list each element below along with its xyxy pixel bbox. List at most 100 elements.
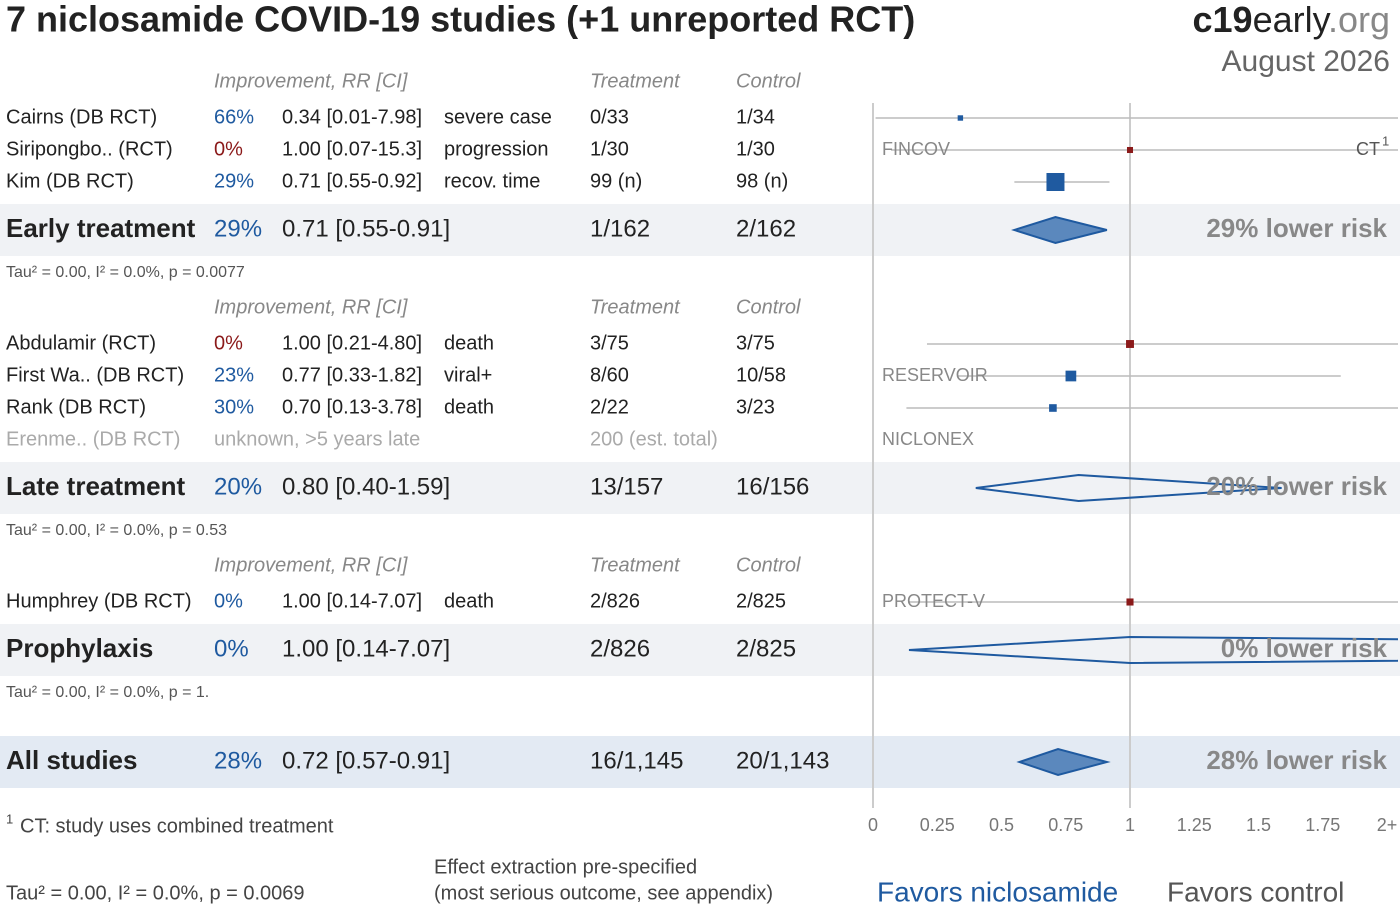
- note-mark: 1: [1382, 133, 1389, 148]
- study-control: 1/30: [736, 138, 775, 160]
- study-treatment: 200 (est. total): [590, 428, 718, 450]
- study-outcome: death: [444, 396, 494, 418]
- study-improvement: 0%: [214, 138, 243, 160]
- study-improvement: 29%: [214, 170, 254, 192]
- method-note: (most serious outcome, see appendix): [434, 882, 773, 904]
- study-improvement: 66%: [214, 106, 254, 128]
- study-outcome: death: [444, 590, 494, 612]
- summary-diamond: [908, 635, 1398, 665]
- trial-name: PROTECT-V: [882, 591, 985, 611]
- summary-rr: 0.71 [0.55-0.91]: [282, 215, 450, 242]
- summary-rr: 0.80 [0.40-1.59]: [282, 473, 450, 500]
- column-header: Treatment: [590, 296, 681, 318]
- study-control: 10/58: [736, 364, 786, 386]
- study-name: Humphrey (DB RCT): [6, 590, 192, 612]
- column-header: Control: [736, 296, 801, 318]
- summary-band: [0, 204, 1400, 256]
- x-tick-label: 0: [868, 815, 878, 835]
- summary-name: Early treatment: [6, 213, 196, 243]
- x-tick-label: 0.25: [920, 815, 955, 835]
- summary-improvement: 20%: [214, 473, 262, 500]
- overall-stats: Tau² = 0.00, I² = 0.0%, p = 0.0069: [6, 882, 305, 904]
- summary-treatment: 16/1,145: [590, 747, 683, 774]
- study-treatment: 2/22: [590, 396, 629, 418]
- study-improvement: 23%: [214, 364, 254, 386]
- summary-improvement: 0%: [214, 635, 249, 662]
- study-outcome: recov. time: [444, 170, 540, 192]
- x-tick-label: 1.25: [1177, 815, 1212, 835]
- study-treatment: 8/60: [590, 364, 629, 386]
- summary-band: [0, 462, 1400, 514]
- risk-label: 29% lower risk: [1206, 213, 1387, 243]
- summary-band: [0, 624, 1400, 676]
- bands: [0, 204, 1400, 788]
- x-tick-label: 1: [1125, 815, 1135, 835]
- method-note: Effect extraction pre-specified: [434, 856, 697, 878]
- study-control: 1/34: [736, 106, 775, 128]
- summary-band: [0, 736, 1400, 788]
- effect-square: [1126, 598, 1134, 606]
- study-control: 98 (n): [736, 170, 788, 192]
- study-control: 3/75: [736, 332, 775, 354]
- summary-name: Late treatment: [6, 471, 185, 501]
- trial-name: NICLONEX: [882, 429, 974, 449]
- column-header: Treatment: [590, 70, 681, 92]
- heterogeneity-stats: Tau² = 0.00, I² = 0.0%, p = 0.53: [6, 522, 227, 539]
- study-treatment: 3/75: [590, 332, 629, 354]
- column-header: Improvement, RR [CI]: [214, 70, 408, 92]
- summary-treatment: 2/826: [590, 635, 650, 662]
- trial-name: FINCOV: [882, 139, 950, 159]
- study-name: Cairns (DB RCT): [6, 106, 157, 128]
- study-name: First Wa.. (DB RCT): [6, 364, 184, 386]
- x-tick-label: 0.75: [1048, 815, 1083, 835]
- x-tick-label: 1.5: [1246, 815, 1271, 835]
- summary-name: All studies: [6, 745, 137, 775]
- study-rr: 1.00 [0.21-4.80]: [282, 332, 422, 354]
- brand-part: c19: [1193, 0, 1253, 40]
- summary-control: 20/1,143: [736, 747, 829, 774]
- brand-part: .org: [1328, 0, 1390, 40]
- study-outcome: death: [444, 332, 494, 354]
- study-rr: 0.77 [0.33-1.82]: [282, 364, 422, 386]
- study-rr: 0.34 [0.01-7.98]: [282, 106, 422, 128]
- summary-control: 2/825: [736, 635, 796, 662]
- study-rr: 0.70 [0.13-3.78]: [282, 396, 422, 418]
- plot-area: [875, 115, 1398, 777]
- study-name: Abdulamir (RCT): [6, 332, 156, 354]
- effect-square: [1049, 404, 1057, 412]
- x-tick-label: 2+: [1377, 815, 1398, 835]
- summary-diamond: [1016, 747, 1111, 777]
- study-treatment: 99 (n): [590, 170, 642, 192]
- heterogeneity-stats: Tau² = 0.00, I² = 0.0%, p = 0.0077: [6, 264, 245, 281]
- summary-control: 16/156: [736, 473, 809, 500]
- study-control: 2/825: [736, 590, 786, 612]
- summary-improvement: 28%: [214, 747, 262, 774]
- study-outcome: severe case: [444, 106, 552, 128]
- column-header: Improvement, RR [CI]: [214, 296, 408, 318]
- study-treatment: 2/826: [590, 590, 640, 612]
- summary-name: Prophylaxis: [6, 633, 153, 663]
- favors-control: Favors control: [1167, 876, 1344, 907]
- study-outcome: progression: [444, 138, 549, 160]
- summary-diamond: [975, 473, 1282, 503]
- study-note: unknown, >5 years late: [214, 428, 420, 450]
- trial-name: RESERVOIR: [882, 365, 988, 385]
- study-name: Rank (DB RCT): [6, 396, 146, 418]
- effect-square: [957, 115, 964, 121]
- risk-label: 28% lower risk: [1206, 745, 1387, 775]
- brand-part: early: [1253, 0, 1331, 40]
- brand: c19early.org: [1193, 0, 1390, 40]
- summary-treatment: 13/157: [590, 473, 663, 500]
- summary-improvement: 29%: [214, 215, 262, 242]
- date: August 2026: [1222, 45, 1390, 78]
- summary-rr: 0.72 [0.57-0.91]: [282, 747, 450, 774]
- footnote: CT: study uses combined treatment: [20, 815, 334, 837]
- risk-label: 0% lower risk: [1221, 633, 1388, 663]
- study-name: Erenme.. (DB RCT): [6, 428, 180, 450]
- column-header: Treatment: [590, 554, 681, 576]
- chart-title: 7 niclosamide COVID-19 studies (+1 unrep…: [6, 0, 915, 40]
- study-improvement: 0%: [214, 590, 243, 612]
- risk-label: 20% lower risk: [1206, 471, 1387, 501]
- study-name: Kim (DB RCT): [6, 170, 134, 192]
